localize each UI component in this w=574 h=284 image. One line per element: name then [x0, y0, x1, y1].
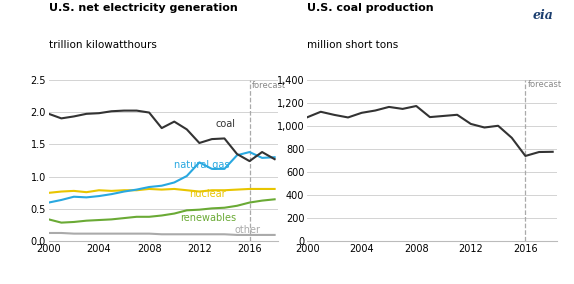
Text: forecast: forecast — [251, 81, 285, 90]
Text: nuclear: nuclear — [189, 189, 226, 199]
Text: million short tons: million short tons — [307, 40, 398, 50]
Text: trillion kilowatthours: trillion kilowatthours — [49, 40, 157, 50]
Text: natural gas: natural gas — [174, 160, 230, 170]
Text: other: other — [234, 225, 261, 235]
Text: renewables: renewables — [181, 213, 236, 223]
Text: forecast: forecast — [528, 80, 561, 89]
Text: coal: coal — [216, 120, 236, 130]
Text: U.S. coal production: U.S. coal production — [307, 3, 434, 13]
Text: eia: eia — [533, 9, 554, 22]
Text: U.S. net electricity generation: U.S. net electricity generation — [49, 3, 238, 13]
